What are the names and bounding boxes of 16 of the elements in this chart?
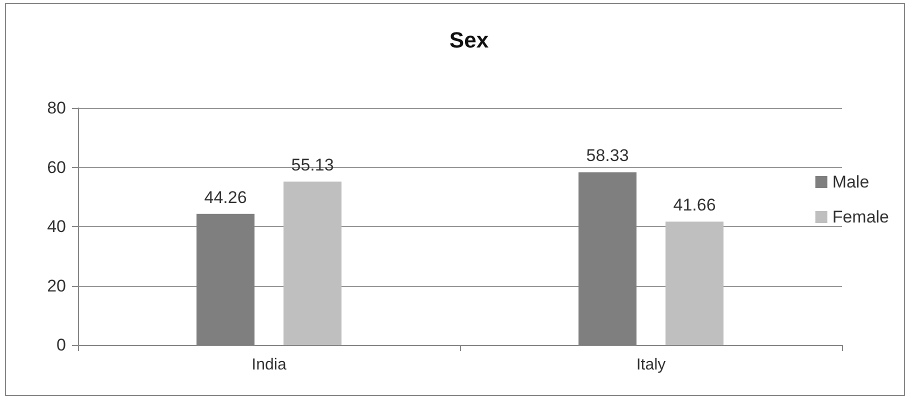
y-tick-label: 60 (47, 158, 66, 177)
y-tick-label: 0 (56, 336, 66, 354)
bar (666, 222, 724, 345)
chart-title: Sex (449, 28, 490, 52)
y-tick-label: 20 (47, 276, 66, 296)
data-label: 58.33 (586, 146, 629, 166)
bar (284, 182, 342, 345)
data-label: 55.13 (291, 156, 334, 175)
legend-label: Male (832, 172, 870, 192)
legend-label: Female (832, 208, 889, 226)
y-tick-label: 80 (47, 98, 66, 118)
data-label: 41.66 (673, 196, 716, 215)
x-tick-label: Italy (636, 356, 666, 374)
data-label: 44.26 (204, 188, 247, 207)
y-tick-label: 40 (47, 217, 66, 236)
x-tick-label: India (252, 356, 286, 374)
